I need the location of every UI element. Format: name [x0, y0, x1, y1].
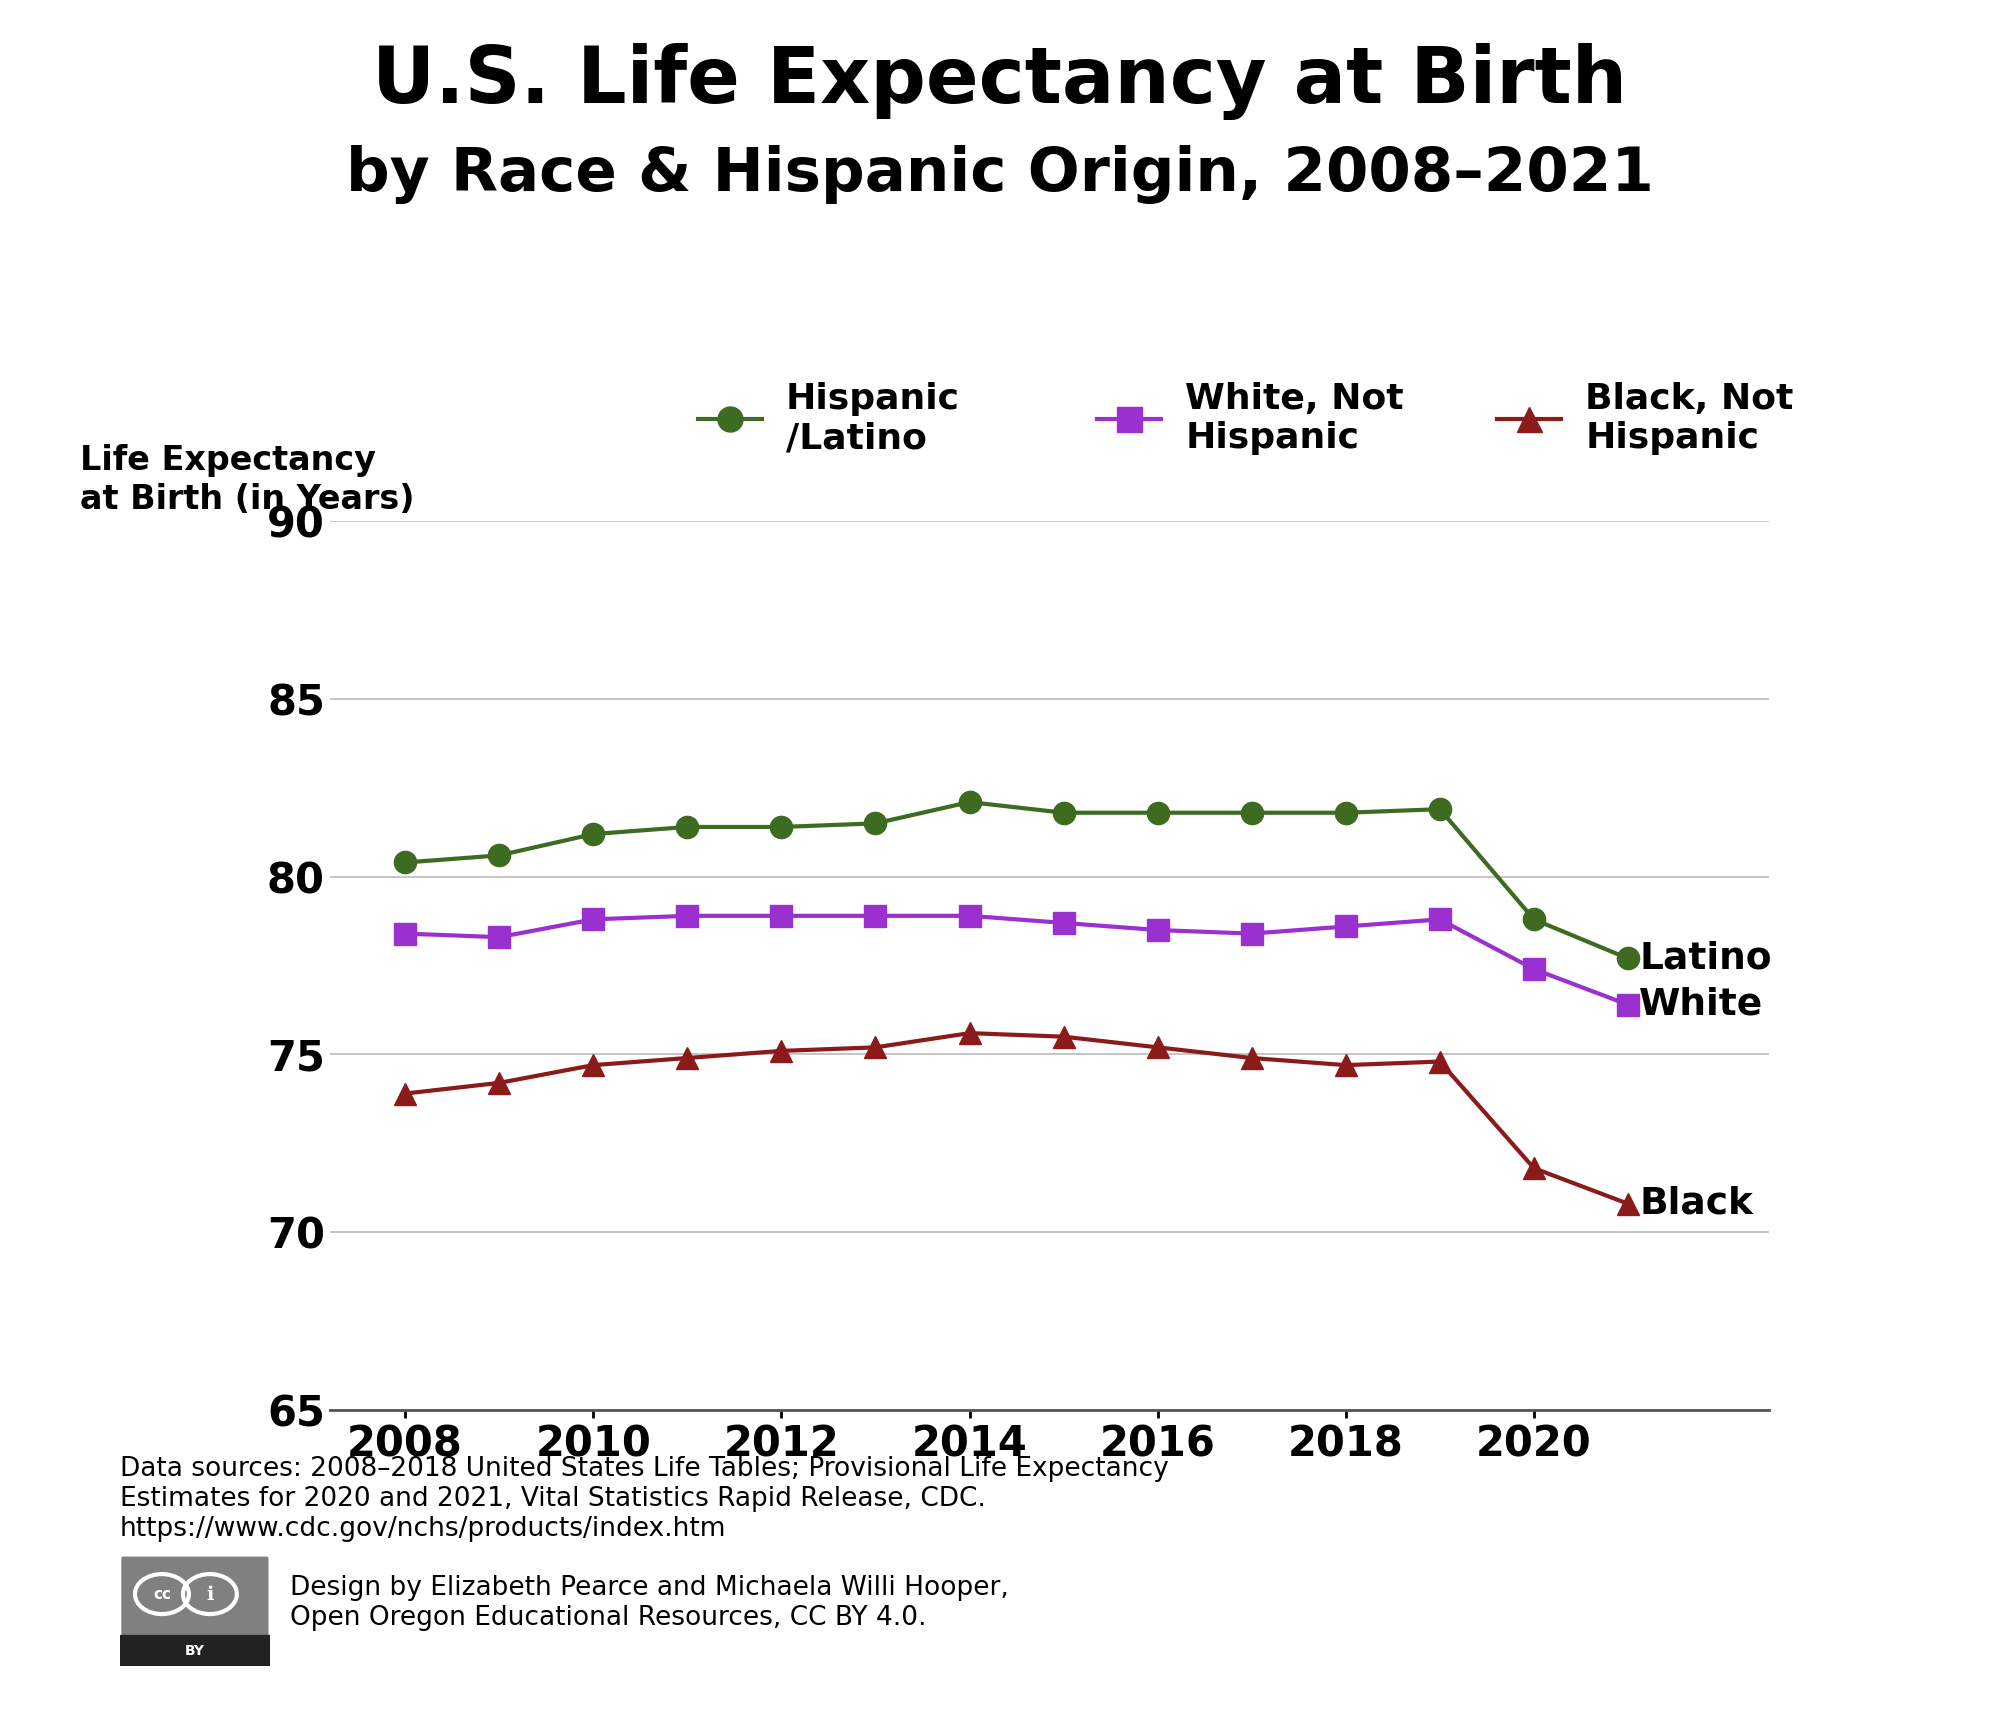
- Text: Life Expectancy
at Birth (in Years): Life Expectancy at Birth (in Years): [80, 444, 414, 516]
- Text: Design by Elizabeth Pearce and Michaela Willi Hooper,
Open Oregon Educational Re: Design by Elizabeth Pearce and Michaela …: [290, 1576, 1009, 1630]
- Text: by Race & Hispanic Origin, 2008–2021: by Race & Hispanic Origin, 2008–2021: [346, 145, 1652, 205]
- Bar: [120, 1636, 270, 1666]
- FancyBboxPatch shape: [120, 1555, 270, 1666]
- Text: BY: BY: [184, 1644, 206, 1658]
- Text: Black: Black: [1638, 1186, 1752, 1222]
- Text: White: White: [1638, 986, 1762, 1022]
- Text: Latino: Latino: [1638, 940, 1770, 976]
- Text: Hispanic
/Latino: Hispanic /Latino: [785, 383, 959, 455]
- Text: Data sources: 2008–2018 United States Life Tables; Provisional Life Expectancy
E: Data sources: 2008–2018 United States Li…: [120, 1456, 1169, 1542]
- Text: ℹ: ℹ: [206, 1584, 214, 1603]
- Text: White, Not
Hispanic: White, Not Hispanic: [1185, 383, 1403, 455]
- Text: Black, Not
Hispanic: Black, Not Hispanic: [1584, 383, 1792, 455]
- Text: U.S. Life Expectancy at Birth: U.S. Life Expectancy at Birth: [372, 43, 1626, 120]
- Text: cc: cc: [152, 1586, 172, 1601]
